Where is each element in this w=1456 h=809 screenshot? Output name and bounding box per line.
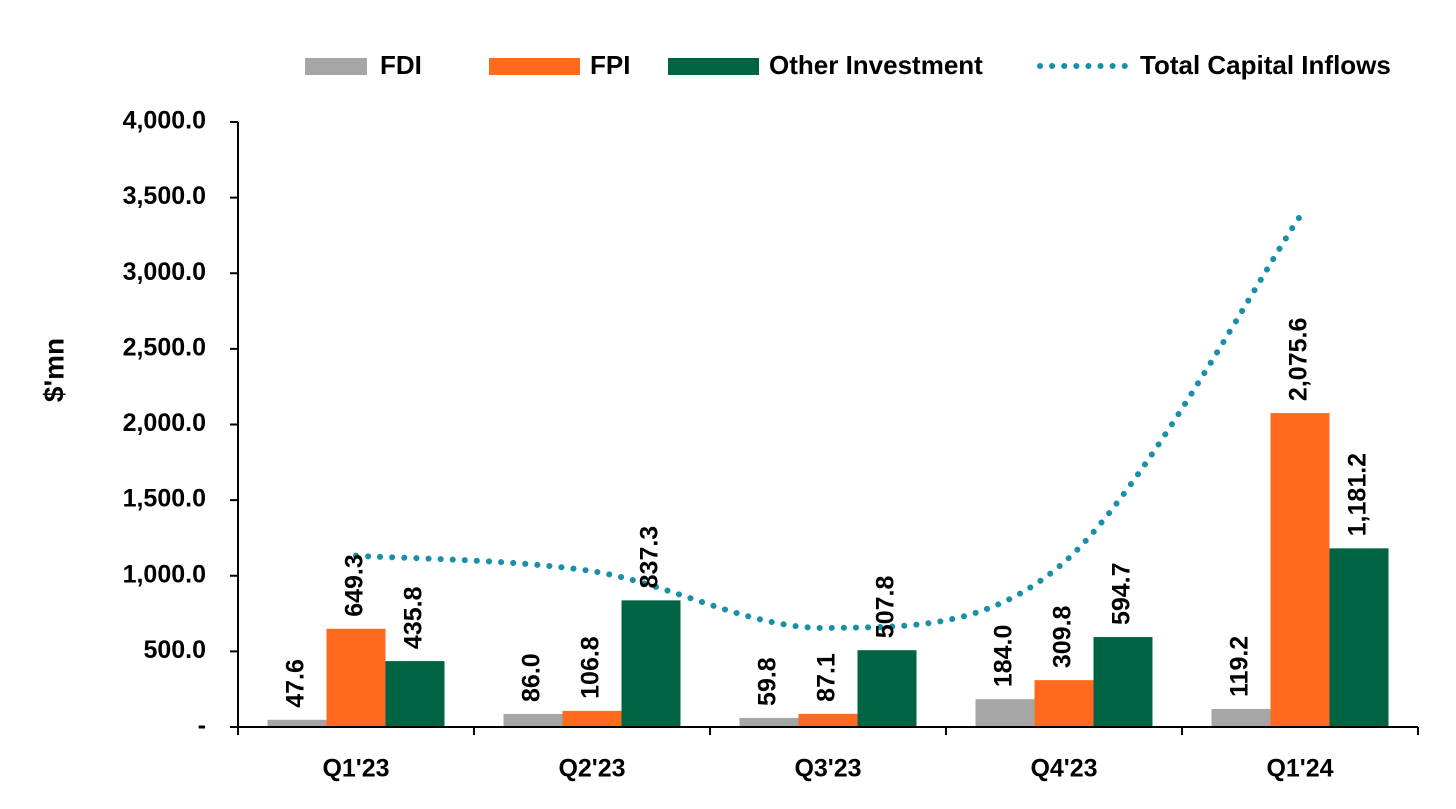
data-label: 2,075.6 (1285, 318, 1313, 401)
line-total-capital-inflows (353, 213, 1303, 631)
bars (267, 413, 1389, 727)
legend-label-fpi: FPI (590, 50, 630, 80)
x-axis: Q1'23 Q2'23 Q3'23 Q4'23 Q1'24 (237, 726, 1419, 783)
data-label: 59.8 (754, 657, 782, 706)
bar-other-investment (1093, 637, 1153, 727)
data-label: 649.3 (341, 554, 369, 617)
y-axis-title: $'mn (38, 338, 69, 402)
data-label: 1,181.2 (1344, 453, 1372, 536)
bar-other-investment (1329, 548, 1389, 727)
y-tick-label: 3,000.0 (123, 258, 206, 286)
line-layer (353, 213, 1303, 631)
data-label: 119.2 (1226, 636, 1254, 697)
data-label: 435.8 (400, 586, 428, 649)
bar-fdi (267, 719, 327, 727)
data-label: 87.1 (813, 653, 841, 702)
data-labels: 47.6 649.3 435.8 86.0 106.8 837.3 59.8 87.1 507.… (282, 318, 1372, 708)
data-label: 507.8 (872, 576, 900, 639)
y-tick-label: 500.0 (143, 636, 206, 664)
x-tick-label: Q1'24 (1266, 755, 1333, 783)
y-tick-label: 1,500.0 (123, 485, 206, 513)
data-label: 309.8 (1049, 605, 1077, 668)
data-label: 837.3 (636, 526, 664, 589)
data-label: 594.7 (1108, 562, 1136, 625)
legend-label-other-investment: Other Investment (769, 50, 983, 80)
bar-fdi (503, 713, 563, 727)
x-tick-label: Q3'23 (794, 755, 861, 783)
bar-fpi (1270, 413, 1330, 727)
y-tick-label: - (198, 712, 206, 740)
y-tick-label: 4,000.0 (123, 107, 206, 135)
legend-label-total-capital-inflows: Total Capital Inflows (1140, 50, 1391, 80)
y-tick-label: 3,500.0 (123, 182, 206, 210)
x-tick-label: Q1'23 (322, 755, 389, 783)
bar-fpi (562, 710, 622, 727)
x-tick-label: Q2'23 (558, 755, 625, 783)
y-tick-label: 1,000.0 (123, 560, 206, 588)
data-label: 184.0 (990, 625, 1018, 688)
legend-swatch-fdi (305, 58, 367, 75)
y-axis: - 500.0 1,000.0 1,500.0 2,000.0 2,500.0 3,000.… (123, 107, 239, 740)
data-label: 47.6 (282, 659, 310, 708)
legend-swatch-fpi (489, 58, 580, 75)
data-label: 86.0 (518, 653, 546, 702)
legend-swatch-other-investment (668, 58, 759, 75)
data-label: 106.8 (577, 636, 605, 699)
bar-fdi (739, 717, 799, 727)
bar-fpi (798, 713, 858, 727)
legend-label-fdi: FDI (380, 50, 422, 80)
bar-fdi (975, 699, 1035, 727)
bar-fpi (1034, 680, 1094, 727)
y-tick-label: 2,500.0 (123, 333, 206, 361)
x-tick-label: Q4'23 (1030, 755, 1097, 783)
bar-other-investment (621, 600, 681, 727)
bar-fdi (1211, 708, 1271, 727)
bar-fpi (326, 628, 386, 727)
y-tick-label: 2,000.0 (123, 409, 206, 437)
legend: FDI FPI Other Investment Total Capital Infl… (305, 50, 1391, 80)
bar-other-investment (385, 661, 445, 727)
bar-other-investment (857, 650, 917, 727)
